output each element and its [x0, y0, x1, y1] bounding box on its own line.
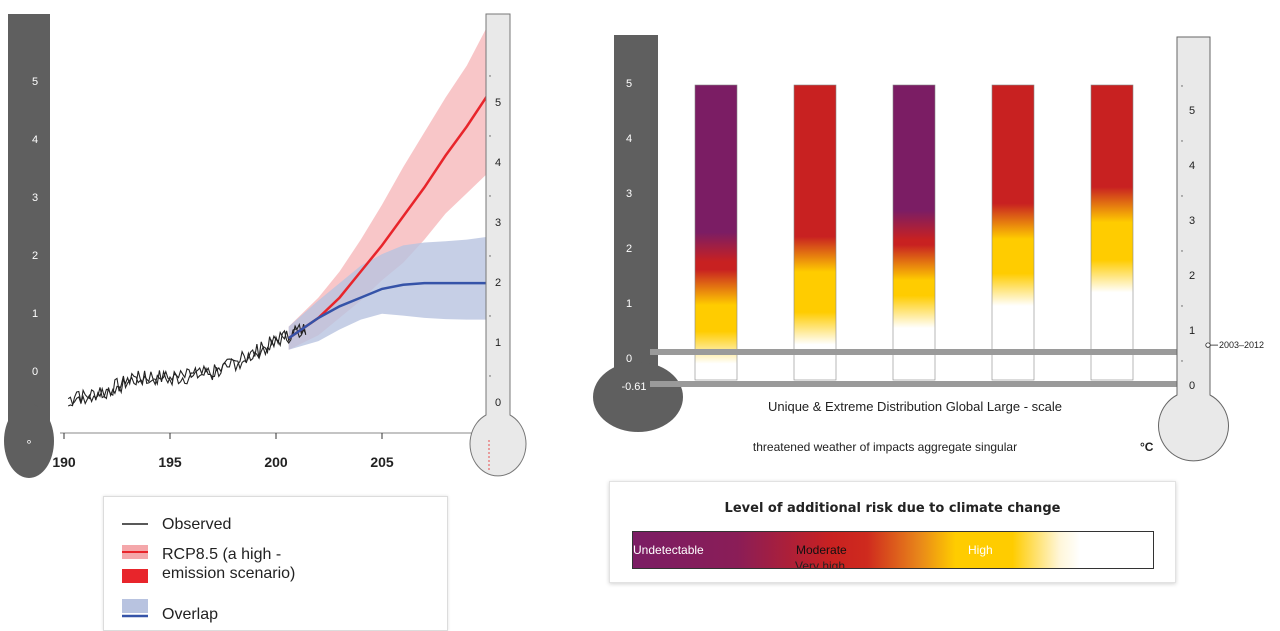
risk-column-1: [694, 84, 738, 381]
category-text-line2: threatened weather of impacts aggregate …: [753, 440, 1017, 454]
minor-tick-dot: [1181, 140, 1183, 142]
minor-tick-dot: [1181, 250, 1183, 252]
minor-tick-dot: [489, 375, 491, 377]
risk-left-tick-5: 5: [626, 78, 632, 90]
overlap-swatch-icon: [122, 599, 148, 618]
risk-left-tick-1: 1: [626, 298, 632, 310]
left-scale-tick-3: 3: [32, 192, 38, 204]
right-scale-tick-4: 4: [495, 157, 501, 169]
category-text-line1: Unique & Extreme Distribution Global Lar…: [768, 399, 1062, 414]
risk-column-4: [991, 84, 1035, 381]
minor-tick-dot: [489, 195, 491, 197]
right-light-thermometer: 0 1 2 3 4 5 2003–2012: [1158, 36, 1264, 462]
risk-left-tick--0.61: -0.61: [621, 381, 646, 393]
left-dark-thermometer: ° 0 1 2 3 4 5: [4, 14, 54, 478]
legend-overlap-label: Overlap: [162, 606, 219, 623]
right-scale-tick-0: 0: [495, 397, 501, 409]
risk-label-very-high: Very high: [795, 559, 846, 569]
risk-gradient-bar: Undetectable Moderate Very high High: [632, 531, 1154, 569]
left-scale-tick-1: 1: [32, 308, 38, 320]
left-light-thermometer: 0 1 2 3 4 5: [469, 13, 527, 477]
right-scale-tick-2: 2: [495, 277, 501, 289]
legend-rcp85-line2: emission scenario): [162, 565, 296, 582]
legend-overlap: Overlap: [122, 597, 218, 624]
thermometer-bulb: [4, 404, 54, 478]
rcp85-line: [287, 93, 490, 340]
risk-legend: Level of additional risk due to climate …: [609, 481, 1176, 583]
observed-line: [67, 322, 307, 406]
risk-column-5: [1090, 84, 1134, 381]
minor-tick-dot: [489, 135, 491, 137]
thermometer-tube: [614, 35, 658, 395]
unit-label: °C: [1140, 440, 1154, 454]
legend-rcp85-line1: RCP8.5 (a high -: [162, 546, 282, 563]
rcp85-swatch-icon: [122, 545, 148, 583]
period-marker-dot: [1205, 342, 1211, 348]
baseline-reference-line: [650, 381, 1178, 387]
risk-left-tick-2: 2: [626, 243, 632, 255]
observed-swatch-icon: [122, 523, 148, 525]
x-tick-label-190: 190: [52, 454, 76, 470]
risk-left-tick-3: 3: [626, 188, 632, 200]
risk-left-tick-4: 4: [626, 133, 632, 145]
thermometer-tube: [8, 14, 50, 434]
minor-tick-dot: [1181, 85, 1183, 87]
risk-right-tick-1: 1: [1189, 325, 1195, 337]
risk-left-tick-0: 0: [626, 353, 632, 365]
risk-right-tick-0: 0: [1189, 380, 1195, 392]
risk-columns: [694, 84, 1134, 381]
thermometer-outline: [1158, 36, 1229, 462]
left-line-chart: 1901952002052100: [52, 25, 514, 470]
left-scale-tick-5: 5: [32, 76, 38, 88]
right-scale-tick-1: 1: [495, 337, 501, 349]
left-scale-tick-2: 2: [32, 250, 38, 262]
right-dark-thermometer: -0.61 0 1 2 3 4 5: [593, 35, 683, 432]
legend-rcp85: RCP8.5 (a high - emission scenario): [122, 545, 295, 585]
x-tick-label-200: 200: [264, 454, 288, 470]
left-legend: Observed RCP8.5 (a high - emission scena…: [103, 496, 448, 631]
left-scale-tick-4: 4: [32, 134, 38, 146]
risk-column-2: [793, 84, 837, 381]
thermometer-outline: [469, 13, 527, 477]
risk-legend-title: Level of additional risk due to climate …: [724, 501, 1061, 516]
overlap-line: [287, 281, 488, 340]
left-scale-tick-0: 0: [32, 366, 38, 378]
right-scale-tick-5: 5: [495, 97, 501, 109]
x-tick-label-195: 195: [158, 454, 182, 470]
minor-tick-dot: [489, 315, 491, 317]
minor-tick-dot: [489, 75, 491, 77]
minor-tick-dot: [1181, 360, 1183, 362]
legend-rcp85-label: RCP8.5 (a high - emission scenario): [162, 545, 295, 583]
minor-tick-dot: [489, 255, 491, 257]
risk-right-tick-4: 4: [1189, 160, 1195, 172]
period-marker-label: 2003–2012: [1219, 340, 1264, 350]
risk-label-high: High: [968, 543, 993, 557]
observed-line: [67, 324, 307, 407]
risk-right-tick-5: 5: [1189, 105, 1195, 117]
bulb-mark: °: [26, 437, 31, 452]
right-scale-tick-3: 3: [495, 217, 501, 229]
minor-tick-dot: [1181, 305, 1183, 307]
risk-right-tick-2: 2: [1189, 270, 1195, 282]
risk-column-3: [892, 84, 936, 381]
zero-reference-line: [650, 349, 1178, 355]
thermometer-bulb: [593, 362, 683, 432]
x-tick-label-205: 205: [370, 454, 394, 470]
minor-tick-dot: [1181, 195, 1183, 197]
risk-right-tick-3: 3: [1189, 215, 1195, 227]
risk-label-moderate: Moderate: [796, 543, 847, 557]
legend-observed: Observed: [122, 515, 231, 534]
legend-observed-label: Observed: [162, 516, 232, 533]
overlap-uncertainty-band: [288, 236, 488, 350]
risk-label-undetectable: Undetectable: [633, 543, 704, 557]
